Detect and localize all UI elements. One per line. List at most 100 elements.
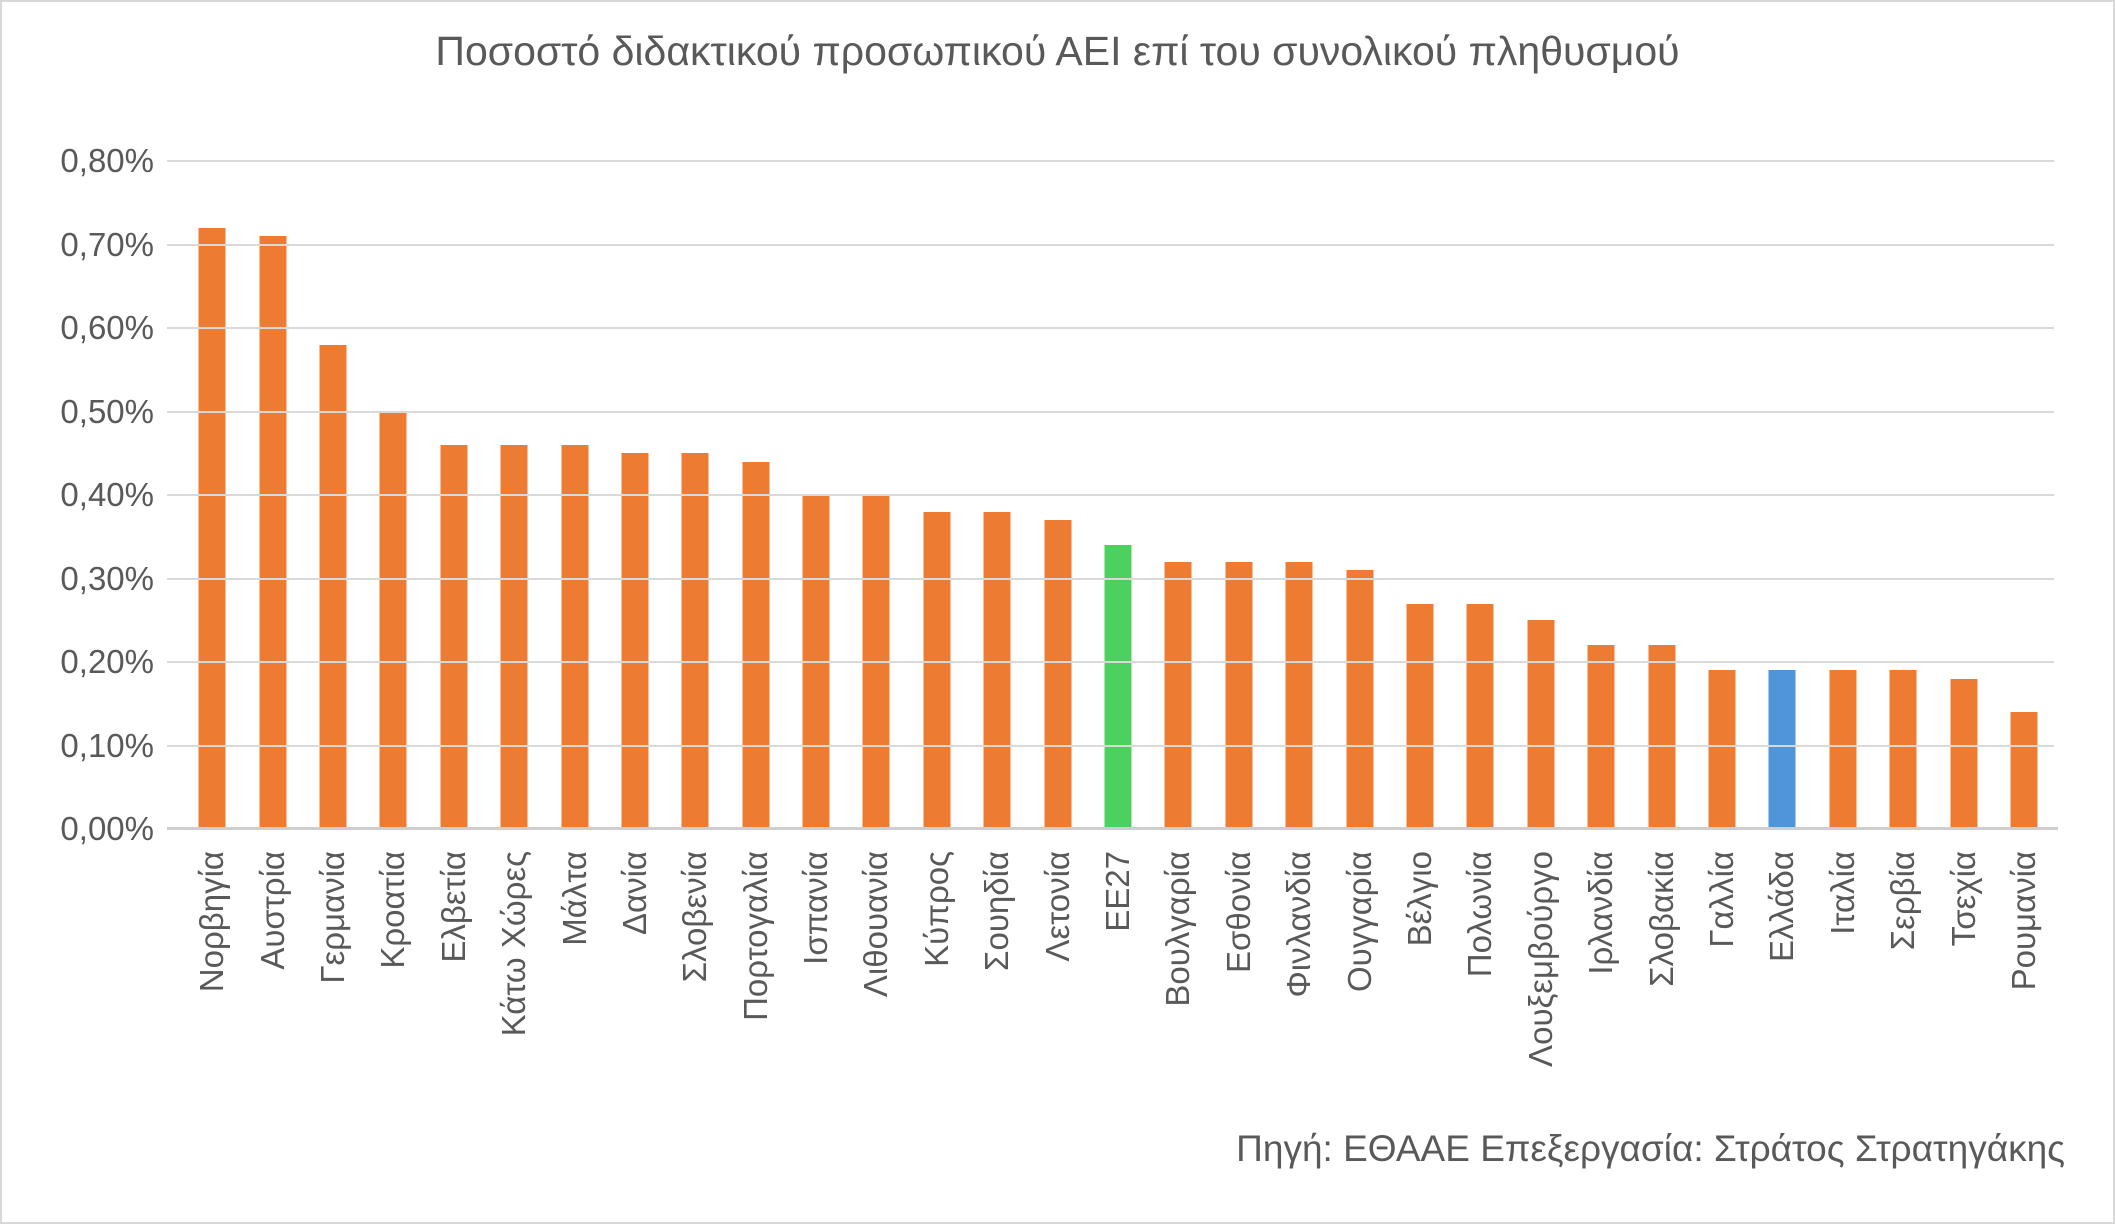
bar-slot: Ιταλία	[1813, 161, 1873, 935]
gridline	[182, 243, 2054, 246]
bar-slot: Βουλγαρία	[1148, 161, 1208, 1007]
bar-slot: Γερμανία	[303, 161, 363, 984]
x-axis-label: Σουηδία	[978, 851, 1016, 971]
bar	[319, 344, 347, 829]
bar	[440, 444, 468, 829]
x-axis-label: Τσεχία	[1944, 851, 1982, 947]
bar	[983, 511, 1011, 829]
bar-highlight-15	[1104, 545, 1132, 829]
y-tick-label: 0,60%	[60, 309, 154, 346]
x-axis-label: Κύπρος	[917, 851, 955, 967]
bar-slot: Κροατία	[363, 161, 423, 969]
bar-slot: Πορτογαλία	[726, 161, 786, 1021]
gridline	[182, 661, 2054, 663]
x-axis-label: Ισπανία	[797, 851, 835, 965]
x-axis-label: Γερμανία	[313, 851, 351, 984]
bar	[1527, 620, 1555, 829]
bar-slot: Ελβετία	[424, 161, 484, 963]
x-axis-label: Βέλγιο	[1401, 851, 1438, 947]
x-axis-label: Δανία	[615, 851, 653, 936]
gridline	[182, 744, 2054, 747]
bar	[1285, 561, 1313, 829]
bar-slot: Κύπρος	[907, 161, 967, 967]
bar	[500, 444, 528, 829]
bar-slot: Βέλγιο	[1390, 161, 1450, 946]
bar	[1950, 678, 1978, 829]
x-axis-label: Ουγγαρία	[1340, 851, 1378, 992]
bar	[1044, 520, 1072, 829]
x-axis-label: Σλοβενία	[676, 851, 714, 983]
bar	[1225, 561, 1253, 829]
y-tick-mark	[167, 160, 182, 162]
x-axis-label: ΕΕ27	[1099, 851, 1137, 932]
x-axis-label: Ελβετία	[434, 851, 472, 963]
x-axis-label: Βουλγαρία	[1159, 851, 1197, 1007]
y-tick-mark	[167, 661, 182, 663]
y-axis: 0,80% 0,70% 0,60% 0,50% 0,40% 0,30% 0,20% 0,10%…	[2, 2, 154, 1222]
bar-slot: ΕΕ27	[1088, 161, 1148, 932]
bar-slot: Ελλάδα	[1752, 161, 1812, 962]
x-axis-label: Κάτω Χώρες	[495, 851, 533, 1037]
x-axis-label: Εσθονία	[1219, 851, 1257, 973]
bar-slot: Ουγγαρία	[1329, 161, 1389, 992]
x-axis-label: Γαλλία	[1702, 851, 1740, 948]
bar-slot: Σερβία	[1873, 161, 1933, 950]
x-axis-label: Ιρλανδία	[1582, 851, 1620, 975]
y-tick-mark	[167, 494, 182, 496]
bar	[1889, 670, 1917, 829]
y-tick-mark	[167, 744, 182, 747]
bar	[1829, 670, 1857, 829]
y-tick-mark	[167, 577, 182, 580]
bar-highlight-26	[1768, 670, 1796, 829]
y-tick-mark	[167, 410, 182, 413]
x-axis-label: Σλοβακία	[1642, 851, 1680, 987]
x-axis-label: Μάλτα	[555, 851, 593, 946]
x-axis-label: Σερβία	[1884, 851, 1922, 951]
y-tick-label: 0,40%	[60, 476, 154, 513]
x-axis-label: Ελλάδα	[1763, 851, 1801, 963]
gridline	[182, 327, 2054, 329]
plot-area: Νορβηγία Αυστρία Γερμανία Κροατία Ελβετία Κάτ…	[167, 160, 2058, 1067]
bar	[1587, 645, 1615, 829]
bar-slot: Κάτω Χώρες	[484, 161, 544, 1036]
bar	[1466, 603, 1494, 829]
bar	[923, 511, 951, 829]
y-tick-label: 0,00%	[60, 810, 154, 847]
gridline	[182, 160, 2054, 162]
bar-slot: Σουηδία	[967, 161, 1027, 971]
x-axis-label: Πορτογαλία	[736, 851, 774, 1021]
bar-slot: Λετονία	[1027, 161, 1087, 962]
bar	[379, 411, 407, 829]
bar-slot: Εσθονία	[1209, 161, 1269, 973]
bar-slot: Αυστρία	[242, 161, 302, 970]
bar	[1164, 561, 1192, 829]
x-axis-label: Λετονία	[1038, 851, 1076, 962]
bar	[681, 453, 709, 829]
bar	[2010, 712, 2038, 829]
bar-slot: Ιρλανδία	[1571, 161, 1631, 975]
bar-slot: Σλοβακία	[1631, 161, 1691, 987]
y-tick-mark	[167, 327, 182, 329]
gridline	[182, 577, 2054, 580]
x-axis-label: Αυστρία	[253, 851, 291, 970]
gridline	[182, 494, 2054, 496]
bar-slot: Μάλτα	[544, 161, 604, 946]
y-tick-mark	[167, 243, 182, 246]
bar-slot: Σλοβενία	[665, 161, 725, 982]
bar	[621, 453, 649, 829]
x-axis-label: Λουξεμβούργο	[1521, 851, 1559, 1067]
x-axis-label: Ρουμανία	[2004, 851, 2042, 991]
bar	[1708, 670, 1736, 829]
x-axis-label: Πολωνία	[1461, 851, 1499, 978]
y-tick-label: 0,30%	[60, 559, 154, 597]
x-axis-label: Νορβηγία	[193, 851, 231, 993]
x-axis-label: Κροατία	[374, 851, 412, 969]
y-tick-label: 0,50%	[60, 392, 154, 430]
bar-slot: Λουξεμβούργο	[1511, 161, 1571, 1067]
bar-slot: Φινλανδία	[1269, 161, 1329, 998]
bar-series: Νορβηγία Αυστρία Γερμανία Κροατία Ελβετία Κάτ…	[182, 161, 2054, 1067]
x-axis-label: Φινλανδία	[1280, 851, 1318, 998]
gridline	[182, 410, 2054, 413]
x-axis-label: Λιθουανία	[857, 851, 895, 998]
